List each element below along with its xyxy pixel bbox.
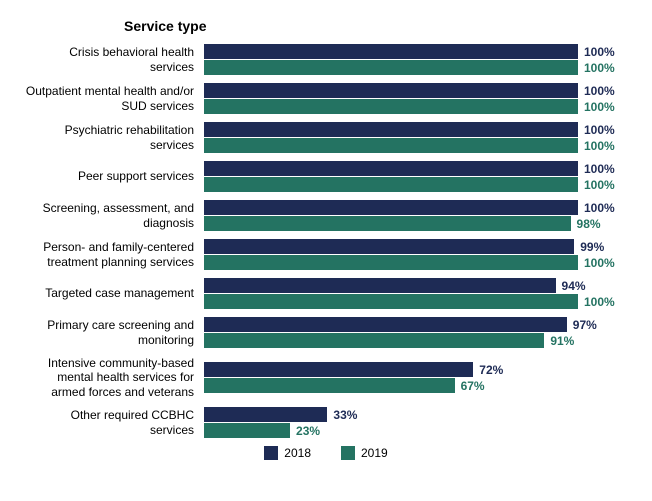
bar-2018: 100% (204, 200, 628, 215)
category-row: Person- and family-centered treatment pl… (24, 239, 628, 270)
chart-title: Service type (124, 18, 628, 34)
bars-group: 99% 100% (204, 239, 628, 270)
bar-value: 100% (584, 256, 615, 270)
bar-value: 67% (461, 379, 485, 393)
category-label: Primary care screening and monitoring (24, 318, 204, 347)
category-row: Psychiatric rehabilitation services100%1… (24, 122, 628, 153)
bar-fill (204, 255, 578, 270)
category-label: Psychiatric rehabilitation services (24, 123, 204, 152)
bar-2018: 33% (204, 407, 628, 422)
bar-fill (204, 200, 578, 215)
legend-item: 2019 (341, 446, 388, 460)
category-row: Peer support services 100% 100% (24, 161, 628, 192)
bar-fill (204, 378, 455, 393)
bar-value: 94% (562, 279, 586, 293)
bar-value: 99% (580, 240, 604, 254)
bar-fill (204, 239, 574, 254)
category-row: Screening, assessment, and diagnosis100%… (24, 200, 628, 231)
category-label: Outpatient mental health and/or SUD serv… (24, 84, 204, 113)
category-row: Intensive community-based mental health … (24, 356, 628, 399)
bar-fill (204, 44, 578, 59)
bar-value: 91% (550, 334, 574, 348)
bar-fill (204, 362, 473, 377)
bar-value: 100% (584, 84, 615, 98)
category-row: Primary care screening and monitoring97%… (24, 317, 628, 348)
bar-2019: 23% (204, 423, 628, 438)
bar-2018: 72% (204, 362, 628, 377)
bar-value: 97% (573, 318, 597, 332)
bars-group: 100% 98% (204, 200, 628, 231)
bar-2018: 100% (204, 83, 628, 98)
bar-fill (204, 83, 578, 98)
category-row: Outpatient mental health and/or SUD serv… (24, 83, 628, 114)
bars-group: 100% 100% (204, 83, 628, 114)
bar-value: 100% (584, 201, 615, 215)
bar-2019: 98% (204, 216, 628, 231)
bar-2019: 67% (204, 378, 628, 393)
bar-fill (204, 294, 578, 309)
bar-fill (204, 99, 578, 114)
bar-value: 100% (584, 100, 615, 114)
bars-group: 100% 100% (204, 44, 628, 75)
bar-2019: 100% (204, 99, 628, 114)
bar-fill (204, 423, 290, 438)
bar-2018: 100% (204, 161, 628, 176)
bar-fill (204, 177, 578, 192)
legend-item: 2018 (264, 446, 311, 460)
bar-value: 98% (577, 217, 601, 231)
bar-value: 100% (584, 162, 615, 176)
category-label: Targeted case management (24, 286, 204, 300)
legend-swatch (264, 446, 278, 460)
bars-group: 100% 100% (204, 122, 628, 153)
bar-value: 72% (479, 363, 503, 377)
bars-group: 97%91% (204, 317, 628, 348)
bar-2019: 100% (204, 60, 628, 75)
legend-swatch (341, 446, 355, 460)
bar-2018: 94% (204, 278, 628, 293)
category-label: Other required CCBHC services (24, 408, 204, 437)
bar-value: 100% (584, 139, 615, 153)
bar-2019: 100% (204, 138, 628, 153)
bar-value: 33% (333, 408, 357, 422)
legend-label: 2019 (361, 446, 388, 460)
category-row: Other required CCBHC services 33% 23% (24, 407, 628, 438)
category-row: Crisis behavioral health services100%100… (24, 44, 628, 75)
bar-2018: 99% (204, 239, 628, 254)
bar-fill (204, 122, 578, 137)
category-label: Person- and family-centered treatment pl… (24, 240, 204, 269)
bar-fill (204, 60, 578, 75)
bar-value: 100% (584, 45, 615, 59)
bar-2019: 91% (204, 333, 628, 348)
bar-2019: 100% (204, 255, 628, 270)
category-label: Intensive community-based mental health … (24, 356, 204, 399)
bar-value: 100% (584, 123, 615, 137)
bar-fill (204, 333, 544, 348)
bar-value: 100% (584, 295, 615, 309)
category-label: Peer support services (24, 169, 204, 183)
bar-2019: 100% (204, 177, 628, 192)
bar-fill (204, 278, 556, 293)
bar-2018: 100% (204, 44, 628, 59)
category-row: Targeted case management 94% 100% (24, 278, 628, 309)
bar-fill (204, 317, 567, 332)
bars-group: 100% 100% (204, 161, 628, 192)
category-label: Screening, assessment, and diagnosis (24, 201, 204, 230)
bar-fill (204, 216, 571, 231)
legend: 2018 2019 (24, 446, 628, 460)
bar-fill (204, 407, 327, 422)
bar-2018: 100% (204, 122, 628, 137)
category-label: Crisis behavioral health services (24, 45, 204, 74)
bar-fill (204, 138, 578, 153)
bar-2019: 100% (204, 294, 628, 309)
bar-value: 100% (584, 178, 615, 192)
bars-group: 72%67% (204, 362, 628, 393)
bar-2018: 97% (204, 317, 628, 332)
chart-body: Crisis behavioral health services100%100… (24, 44, 628, 438)
bars-group: 94% 100% (204, 278, 628, 309)
bar-value: 23% (296, 424, 320, 438)
legend-label: 2018 (284, 446, 311, 460)
bar-fill (204, 161, 578, 176)
bar-value: 100% (584, 61, 615, 75)
bars-group: 33% 23% (204, 407, 628, 438)
